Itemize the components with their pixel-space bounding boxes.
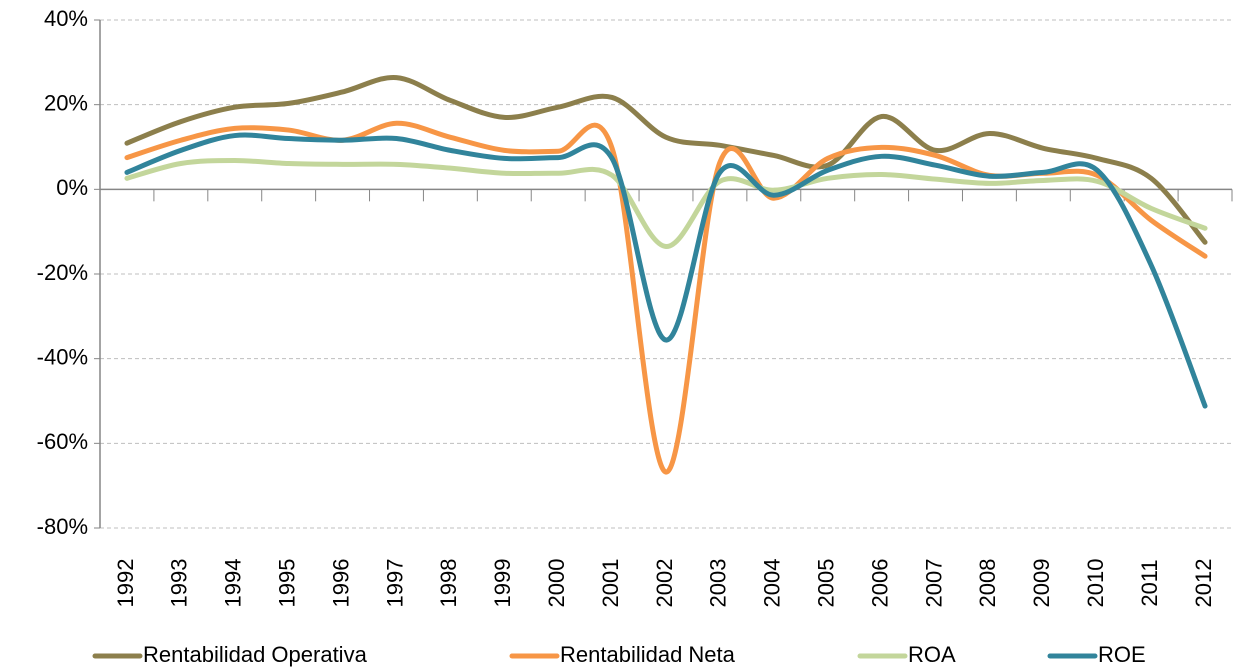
x-tick-label: 1996 [328,559,353,608]
x-tick-label: 2004 [760,559,785,608]
x-tick-label: 1994 [221,559,246,608]
x-tick-label: 2009 [1029,559,1054,608]
y-tick-label: -40% [37,344,88,369]
y-tick-label: -80% [37,514,88,539]
line-series [124,132,1208,409]
x-tick-label: 1998 [436,559,461,608]
legend-label: Rentabilidad Operativa [143,642,368,667]
x-tick-label: 1992 [113,559,138,608]
legend-item: Rentabilidad Operativa [92,642,368,667]
x-tick-label: 2002 [652,559,677,608]
x-tick-label: 2005 [814,559,839,608]
x-tick-label: 2008 [975,559,1000,608]
x-tick-label: 2010 [1083,559,1108,608]
x-tick-label: 2011 [1137,559,1162,606]
line-series [124,158,1208,249]
x-tick-label: 2006 [867,559,892,608]
y-tick-label: -20% [37,260,88,285]
x-tick-label: 1999 [490,559,515,608]
legend-item: Rentabilidad Neta [509,642,736,667]
legend-item: ROE [1047,642,1146,667]
x-tick-label: 2007 [921,559,946,608]
x-tick-label: 2000 [544,559,569,608]
y-tick-label: -60% [37,429,88,454]
legend-label: ROA [908,642,956,667]
x-tick-label: 1993 [167,559,192,608]
y-tick-label: 40% [44,6,88,31]
y-tick-label: 0% [56,175,88,200]
x-tick-label: 2012 [1191,559,1216,608]
x-tick-label: 2003 [706,559,731,608]
x-tick-label: 1995 [274,559,299,608]
legend-label: ROE [1098,642,1146,667]
x-tick-label: 1997 [382,559,407,608]
line-series [124,75,1208,245]
legend-item: ROA [857,642,956,667]
legend-label: Rentabilidad Neta [560,642,736,667]
x-tick-label: 2001 [598,559,623,608]
y-tick-label: 20% [44,90,88,115]
